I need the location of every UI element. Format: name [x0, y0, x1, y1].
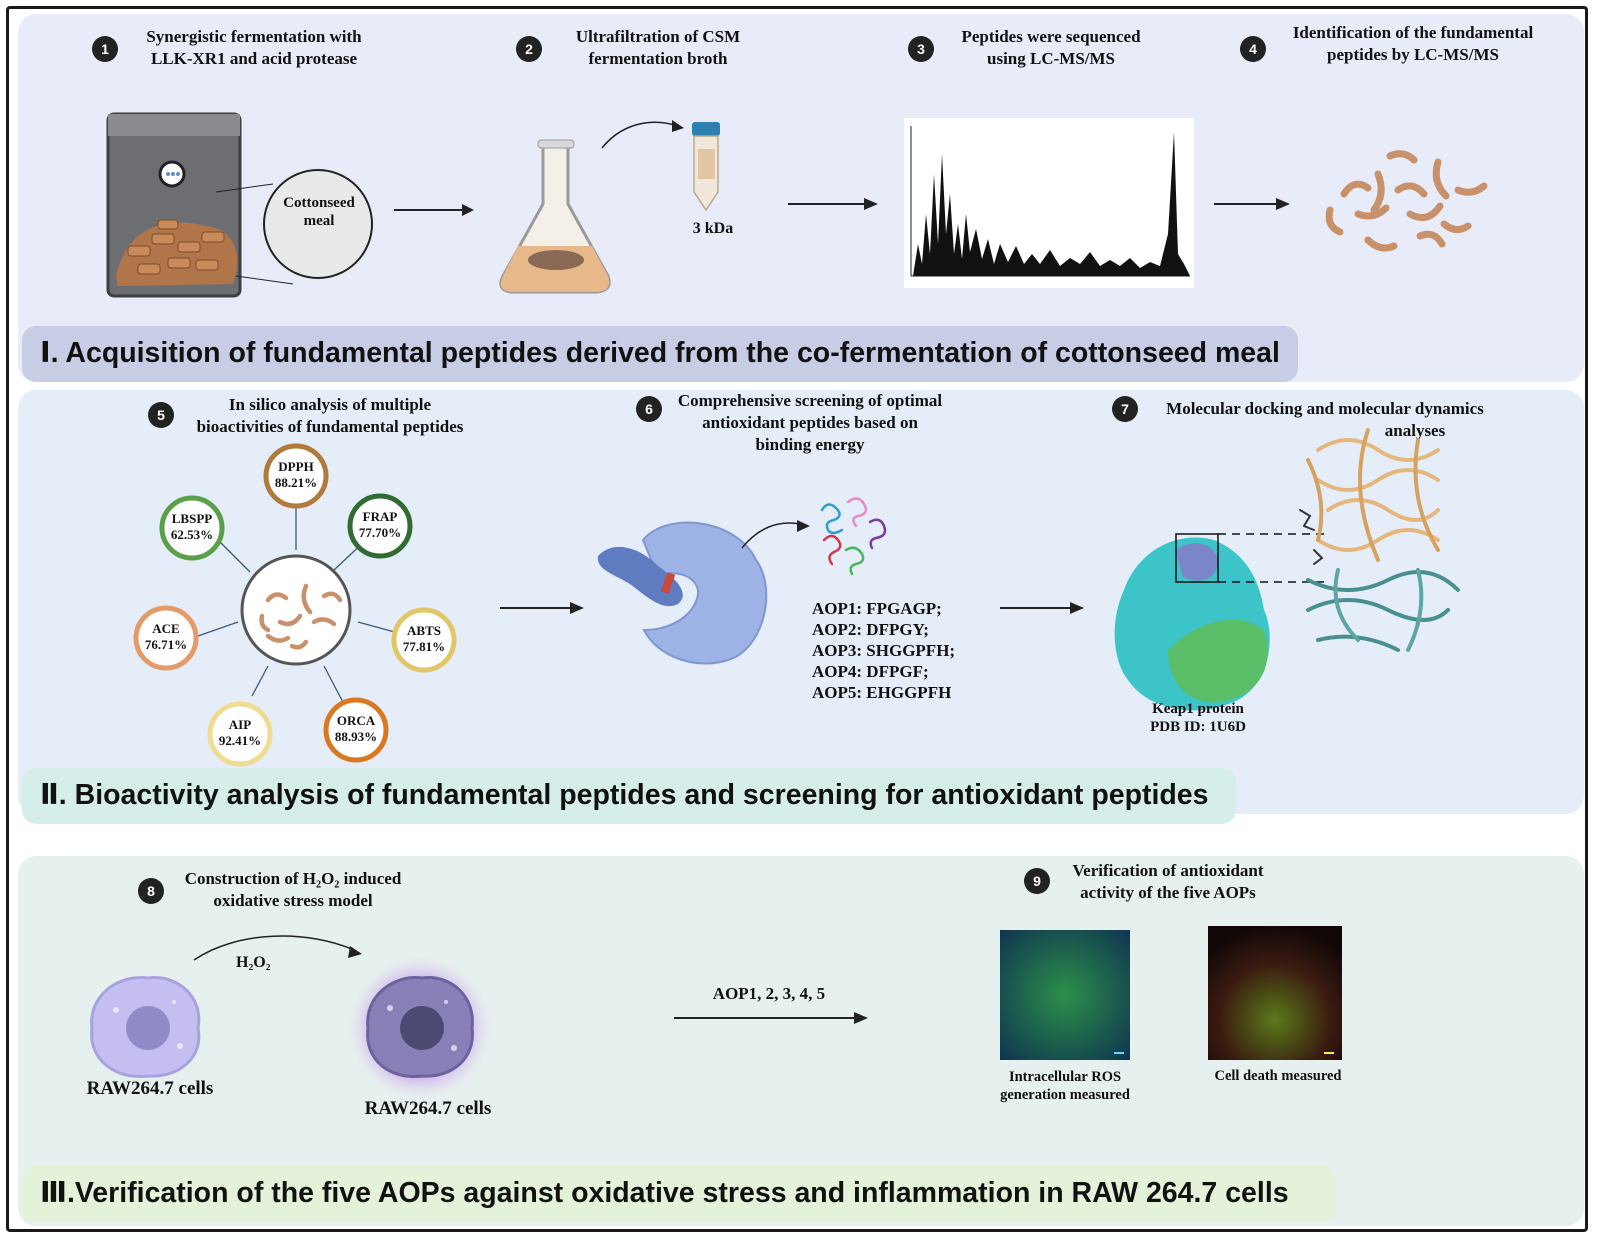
bioactivity-label: ACE 76.71%: [126, 621, 206, 653]
step-4-label: Identification of the fundamental peptide…: [1292, 23, 1534, 64]
bioactivity-circle: [323, 697, 389, 763]
section-1-title: Ⅰ. Acquisition of fundamental peptides d…: [22, 326, 1298, 382]
panel-verification: 8 Construction of H₂O₂ induced oxidative …: [18, 856, 1584, 1226]
bioactivity-value: 88.21%: [274, 475, 318, 490]
ros-label: Intracellular ROS generation measured: [1000, 1069, 1130, 1103]
step-number: 2: [516, 36, 542, 62]
aop-item: AOP1: FPGAGP;: [812, 599, 942, 618]
step-number: 1: [92, 36, 118, 62]
bioactivity-value: 77.81%: [402, 639, 446, 654]
panel-acquisition: 1 Synergistic fermentation with LLK-XR1 a…: [18, 14, 1584, 382]
bioactivity-value: 88.93%: [334, 729, 378, 744]
bioactivity-value: 77.70%: [358, 525, 402, 540]
bioactivity-circle: [207, 701, 273, 767]
bioactivity-circle: [159, 495, 225, 561]
aop-item: AOP5: EHGGPFH: [812, 683, 952, 702]
bioactivity-label: AIP 92.41%: [200, 717, 280, 749]
step-number: 3: [908, 36, 934, 62]
step-number: 6: [636, 396, 662, 422]
bioactivity-label: FRAP 77.70%: [340, 509, 420, 541]
panel3-illustrations: [90, 926, 1342, 1100]
panel1-illustrations: [106, 112, 1488, 298]
kda-label: 3 kDa: [692, 220, 734, 237]
bioactivity-value: 76.71%: [144, 637, 188, 652]
step-number: 7: [1112, 396, 1138, 422]
outer-frame: [6, 6, 1588, 1232]
cell-death-label: Cell death measured: [1214, 1068, 1342, 1084]
step-number: 4: [1240, 36, 1266, 62]
bioactivity-label: LBSPP 62.53%: [152, 511, 232, 543]
step-number: 9: [1024, 868, 1050, 894]
bioactivity-name: ORCA: [336, 713, 376, 728]
fermentation-bag-icon: [106, 112, 373, 298]
cell-death-image: [1208, 926, 1342, 1060]
bioactivity-circle: [347, 493, 413, 559]
section-2-title: Ⅱ. Bioactivity analysis of fundamental p…: [22, 768, 1236, 824]
bioactivity-value: 62.53%: [170, 527, 214, 542]
stressed-cells-label: RAW264.7 cells: [364, 1098, 492, 1119]
bioactivity-label: ABTS 77.81%: [384, 623, 464, 655]
step-3-label: Peptides were sequenced using LC-MS/MS: [961, 27, 1141, 68]
bioactivity-name: FRAP: [362, 509, 398, 524]
aop-treatment-label: AOP1, 2, 3, 4, 5: [712, 984, 826, 1003]
erlenmeyer-flask-icon: [499, 139, 611, 294]
cells-label: RAW264.7 cells: [86, 1078, 214, 1099]
bioactivity-name: LBSPP: [171, 511, 213, 526]
bioactivity-name: ABTS: [407, 623, 441, 638]
step-9-label: Verification of antioxidant activity of t…: [1072, 861, 1264, 902]
step-2-label: Ultrafiltration of CSM fermentation broth: [575, 27, 741, 68]
ros-fluorescence-image: [1000, 930, 1130, 1060]
peptides-icon: [1325, 150, 1488, 252]
raw264-cell-icon: [90, 976, 201, 1078]
keap1-structure-icon: [1114, 533, 1328, 711]
bioactivity-name: DPPH: [278, 459, 314, 474]
aop-item: AOP4: DFPGF;: [812, 662, 929, 681]
centrifuge-tube-icon: [692, 122, 720, 212]
bioactivity-name: AIP: [228, 717, 252, 732]
bioactivity-label: ORCA 88.93%: [316, 713, 396, 745]
step-number: 8: [138, 878, 164, 904]
step-6-label: Comprehensive screening of optimal antiox…: [677, 391, 943, 454]
bioactivity-label: DPPH 88.21%: [256, 459, 336, 491]
aop-item: AOP2: DFPGY;: [812, 620, 929, 639]
bioactivity-value: 92.41%: [218, 733, 262, 748]
step-5-label: In silico analysis of multiple bioactivit…: [196, 395, 464, 436]
bioactivity-name: ACE: [152, 621, 180, 636]
bioactivity-circle: [391, 607, 457, 673]
panel2-illustrations: [133, 428, 1460, 767]
stressed-cell-icon: [348, 956, 492, 1100]
docking-complex-icon: [1299, 428, 1460, 652]
step-7-label: Molecular docking and molecular dynamics…: [1166, 399, 1484, 440]
step-8-label: Construction of H₂O₂ induced oxidative st…: [184, 869, 402, 910]
aop-item: AOP3: SHGGPFH;: [812, 641, 956, 660]
mass-spectrum-chart: [904, 118, 1194, 288]
aop-list: AOP1: FPGAGP; AOP2: DFPGY; AOP3: SHGGPFH…: [812, 598, 955, 703]
step-1-label: Synergistic fermentation with LLK-XR1 and…: [146, 27, 362, 68]
aop-peptides-icon: [820, 497, 887, 576]
bioactivity-circle: [133, 605, 199, 671]
bioactivity-circle: [263, 443, 329, 509]
h2o2-label: H₂O₂: [236, 954, 271, 971]
panel-bioactivity: 5 In silico analysis of multiple bioactiv…: [18, 390, 1584, 824]
keap1-label: Keap1 protein PDB ID: 1U6D: [1150, 701, 1246, 735]
section-3-title: Ⅲ.Verification of the five AOPs against …: [22, 1166, 1336, 1222]
cottonseed-label: Cottonseed meal: [283, 195, 355, 229]
step-number: 5: [148, 402, 174, 428]
keap1-protein-icon: [597, 521, 768, 665]
